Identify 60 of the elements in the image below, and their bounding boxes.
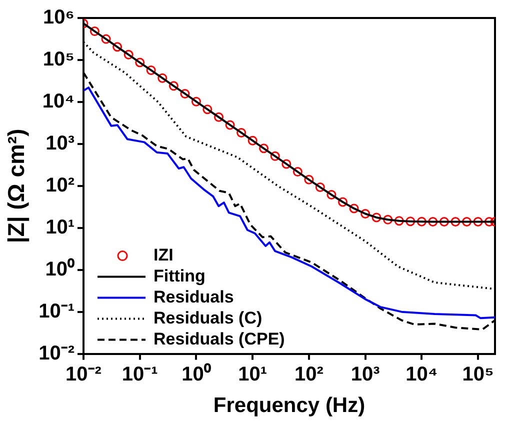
point bbox=[292, 167, 302, 177]
point bbox=[315, 182, 325, 192]
y-tick-label: 10⁵ bbox=[42, 48, 75, 70]
point bbox=[416, 216, 426, 226]
point bbox=[180, 88, 190, 98]
point bbox=[406, 216, 416, 226]
point bbox=[168, 81, 178, 91]
point bbox=[372, 212, 382, 222]
legend-label: Fitting bbox=[154, 266, 206, 286]
point bbox=[202, 104, 212, 114]
point bbox=[462, 216, 472, 226]
point bbox=[90, 26, 100, 36]
point bbox=[304, 174, 314, 184]
point bbox=[450, 216, 460, 226]
y-tick-label: 10⁴ bbox=[42, 90, 75, 112]
point bbox=[248, 136, 258, 146]
point bbox=[428, 216, 438, 226]
x-tick-label: 10² bbox=[294, 363, 324, 386]
y-tick-label: 10⁶ bbox=[43, 6, 75, 29]
point bbox=[135, 58, 145, 68]
point bbox=[270, 151, 280, 161]
point bbox=[225, 120, 235, 130]
point bbox=[124, 50, 134, 60]
point bbox=[394, 216, 404, 226]
point bbox=[360, 209, 370, 218]
point bbox=[101, 34, 111, 44]
point bbox=[349, 204, 359, 214]
y-tick-label: 10² bbox=[46, 174, 75, 196]
legend-label: IZI bbox=[154, 245, 174, 264]
x-tick-label: 10⁻¹ bbox=[122, 363, 158, 386]
y-tick-label: 10⁻¹ bbox=[38, 300, 75, 322]
point bbox=[439, 216, 449, 226]
point bbox=[473, 216, 483, 226]
y-tick-label: 10⁻² bbox=[38, 342, 75, 364]
y-tick-label: 10⁰ bbox=[45, 257, 75, 280]
point bbox=[282, 159, 292, 169]
point bbox=[214, 112, 224, 122]
x-axis-title: Frequency (Hz) bbox=[213, 394, 366, 418]
x-tick-label: 10⁰ bbox=[182, 362, 211, 386]
point bbox=[158, 73, 168, 83]
x-tick-label: 10⁵ bbox=[462, 363, 494, 386]
y-axis-title: |Z| (Ω cm²) bbox=[3, 128, 30, 244]
legend-label: Residuals (CPE) bbox=[154, 329, 285, 348]
x-tick-label: 10⁻² bbox=[66, 363, 102, 386]
point bbox=[484, 216, 494, 226]
point bbox=[259, 144, 269, 154]
point bbox=[146, 65, 156, 75]
x-tick-label: 10¹ bbox=[238, 363, 268, 386]
point bbox=[112, 42, 122, 52]
point bbox=[326, 190, 336, 200]
legend-label: Residuals (C) bbox=[154, 308, 262, 328]
legend-label: Residuals bbox=[154, 287, 234, 306]
y-tick-label: 10³ bbox=[46, 132, 75, 154]
point bbox=[191, 96, 201, 106]
x-tick-label: 10³ bbox=[350, 363, 380, 386]
y-tick-label: 10¹ bbox=[46, 216, 75, 238]
point bbox=[338, 197, 348, 207]
x-tick-label: 10⁴ bbox=[406, 363, 438, 386]
point bbox=[383, 214, 393, 224]
point bbox=[236, 128, 246, 138]
